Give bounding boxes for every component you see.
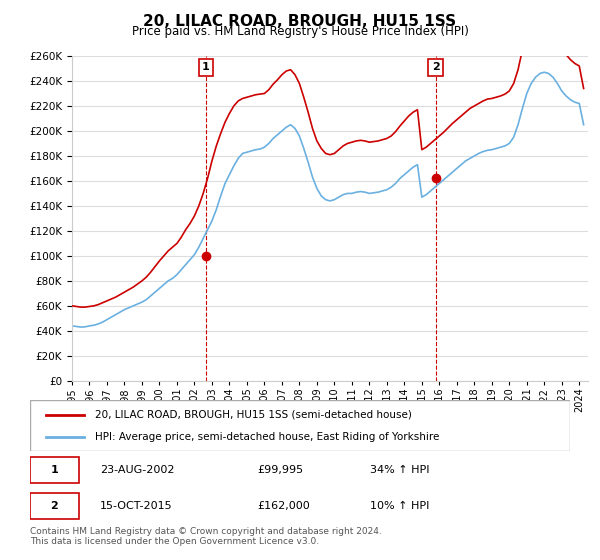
Text: 2: 2	[50, 501, 58, 511]
FancyBboxPatch shape	[30, 457, 79, 483]
Text: 34% ↑ HPI: 34% ↑ HPI	[370, 465, 430, 475]
Text: £162,000: £162,000	[257, 501, 310, 511]
Text: £99,995: £99,995	[257, 465, 303, 475]
Text: Contains HM Land Registry data © Crown copyright and database right 2024.
This d: Contains HM Land Registry data © Crown c…	[30, 526, 382, 546]
Text: Price paid vs. HM Land Registry's House Price Index (HPI): Price paid vs. HM Land Registry's House …	[131, 25, 469, 38]
Text: HPI: Average price, semi-detached house, East Riding of Yorkshire: HPI: Average price, semi-detached house,…	[95, 432, 439, 442]
Text: 2: 2	[432, 63, 440, 72]
FancyBboxPatch shape	[30, 400, 570, 451]
Text: 1: 1	[50, 465, 58, 475]
Text: 10% ↑ HPI: 10% ↑ HPI	[370, 501, 430, 511]
FancyBboxPatch shape	[30, 493, 79, 520]
Text: 1: 1	[202, 63, 209, 72]
Text: 23-AUG-2002: 23-AUG-2002	[100, 465, 175, 475]
Text: 20, LILAC ROAD, BROUGH, HU15 1SS: 20, LILAC ROAD, BROUGH, HU15 1SS	[143, 14, 457, 29]
Text: 20, LILAC ROAD, BROUGH, HU15 1SS (semi-detached house): 20, LILAC ROAD, BROUGH, HU15 1SS (semi-d…	[95, 409, 412, 419]
Text: 15-OCT-2015: 15-OCT-2015	[100, 501, 173, 511]
